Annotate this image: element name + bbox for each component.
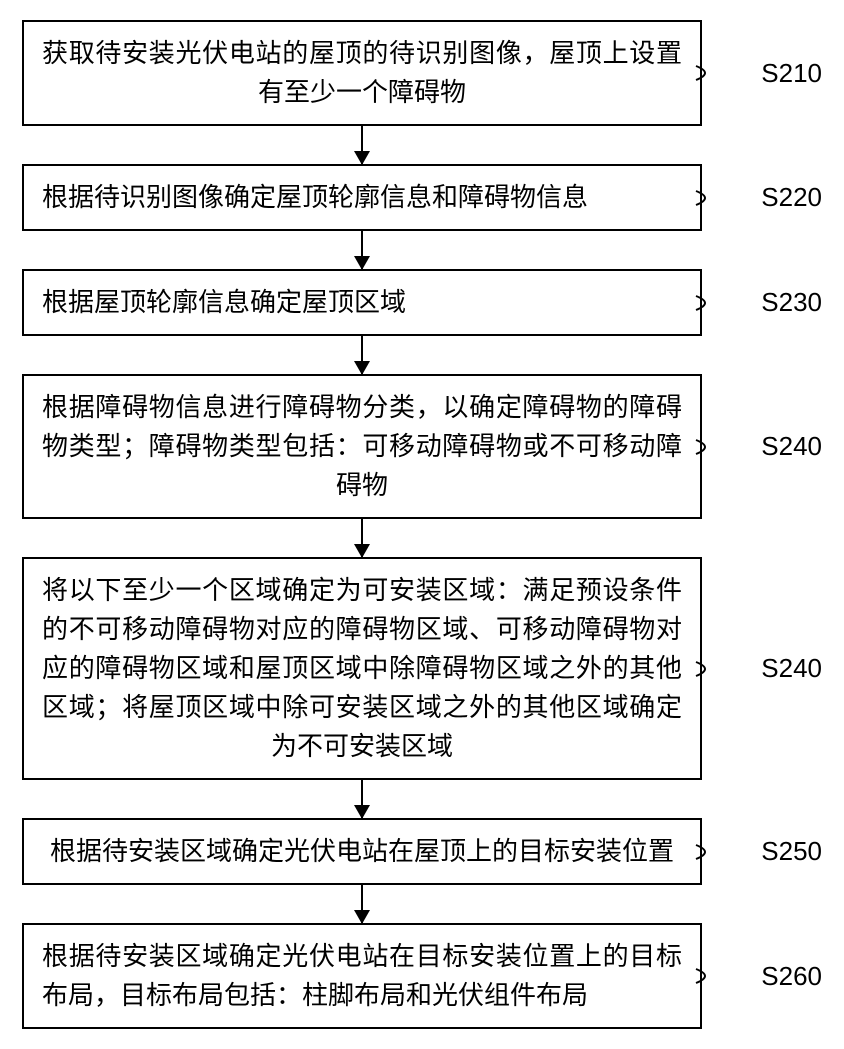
step-row: 根据障碍物信息进行障碍物分类，以确定障碍物的障碍物类型；障碍物类型包括：可移动障… bbox=[22, 374, 822, 519]
connector-curve bbox=[694, 654, 734, 684]
step-box: 根据屋顶轮廓信息确定屋顶区域 bbox=[22, 269, 702, 336]
step-box: 根据待识别图像确定屋顶轮廓信息和障碍物信息 bbox=[22, 164, 702, 231]
arrow-icon bbox=[361, 336, 363, 374]
connector-curve bbox=[694, 837, 734, 867]
connector-curve bbox=[694, 432, 734, 462]
step-label-col: S230 bbox=[702, 287, 822, 318]
arrow-icon bbox=[361, 126, 363, 164]
arrow-icon bbox=[361, 885, 363, 923]
step-row: 将以下至少一个区域确定为可安装区域：满足预设条件的不可移动障碍物对应的障碍物区域… bbox=[22, 557, 822, 780]
connector-curve bbox=[694, 961, 734, 991]
flowchart: 获取待安装光伏电站的屋顶的待识别图像，屋顶上设置有至少一个障碍物 S210 根据… bbox=[22, 20, 822, 1029]
step-label: S220 bbox=[761, 182, 822, 213]
connector-curve bbox=[694, 291, 734, 315]
step-box: 获取待安装光伏电站的屋顶的待识别图像，屋顶上设置有至少一个障碍物 bbox=[22, 20, 702, 126]
step-label: S260 bbox=[761, 961, 822, 992]
step-row: 根据屋顶轮廓信息确定屋顶区域 S230 bbox=[22, 269, 822, 336]
step-label-col: S240 bbox=[702, 431, 822, 462]
step-label-col: S210 bbox=[702, 58, 822, 89]
step-label-col: S240 bbox=[702, 653, 822, 684]
step-label: S210 bbox=[761, 58, 822, 89]
step-row: 根据待安装区域确定光伏电站在目标安装位置上的目标布局，目标布局包括：柱脚布局和光… bbox=[22, 923, 822, 1029]
step-label: S250 bbox=[761, 836, 822, 867]
connector-curve bbox=[694, 186, 734, 210]
step-row: 获取待安装光伏电站的屋顶的待识别图像，屋顶上设置有至少一个障碍物 S210 bbox=[22, 20, 822, 126]
step-label: S240 bbox=[761, 431, 822, 462]
arrow-icon bbox=[361, 780, 363, 818]
arrow-icon bbox=[361, 519, 363, 557]
step-box: 根据待安装区域确定光伏电站在目标安装位置上的目标布局，目标布局包括：柱脚布局和光… bbox=[22, 923, 702, 1029]
step-label-col: S260 bbox=[702, 961, 822, 992]
step-label: S240 bbox=[761, 653, 822, 684]
step-row: 根据待安装区域确定光伏电站在屋顶上的目标安装位置 S250 bbox=[22, 818, 822, 885]
step-box: 将以下至少一个区域确定为可安装区域：满足预设条件的不可移动障碍物对应的障碍物区域… bbox=[22, 557, 702, 780]
step-label: S230 bbox=[761, 287, 822, 318]
connector-curve bbox=[694, 58, 734, 88]
arrow-icon bbox=[361, 231, 363, 269]
step-label-col: S250 bbox=[702, 836, 822, 867]
step-box: 根据待安装区域确定光伏电站在屋顶上的目标安装位置 bbox=[22, 818, 702, 885]
step-row: 根据待识别图像确定屋顶轮廓信息和障碍物信息 S220 bbox=[22, 164, 822, 231]
step-label-col: S220 bbox=[702, 182, 822, 213]
step-box: 根据障碍物信息进行障碍物分类，以确定障碍物的障碍物类型；障碍物类型包括：可移动障… bbox=[22, 374, 702, 519]
